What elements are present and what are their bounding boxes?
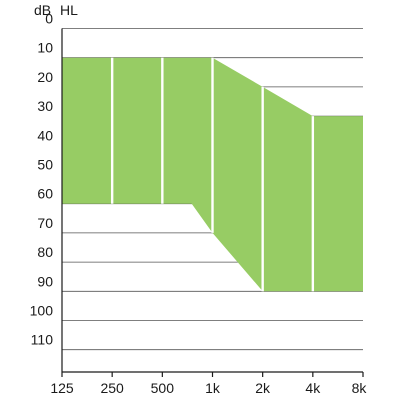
y-tick-label-20: 20	[37, 69, 53, 85]
frequency-separators	[110, 57, 315, 292]
x-tick-label-8k: 8k	[352, 380, 368, 396]
y-tick-label-50: 50	[37, 157, 53, 173]
y-tick-label-80: 80	[37, 244, 53, 260]
x-tick-label-1k: 1k	[205, 380, 221, 396]
x-tick-label-2k: 2k	[255, 380, 271, 396]
y-tick-label-70: 70	[37, 215, 53, 231]
y-tick-label-0: 0	[45, 11, 53, 27]
axes	[61, 28, 364, 377]
y-tick-label-10: 10	[37, 40, 53, 56]
x-tick-label-4k: 4k	[305, 380, 321, 396]
y-tick-label-40: 40	[37, 127, 53, 143]
x-tick-labels: 125 250 500 1k 2k 4k 8k	[50, 380, 367, 396]
y-tick-label-60: 60	[37, 186, 53, 202]
x-tick-label-500: 500	[151, 380, 175, 396]
y-tick-label-30: 30	[37, 98, 53, 114]
y-tick-label-90: 90	[37, 273, 53, 289]
y-axis-quantity-label: HL	[60, 2, 78, 18]
y-tick-labels: 0 10 20 30 40 50 60 70 80 90 100 110	[30, 11, 54, 348]
x-tick-label-125: 125	[50, 380, 74, 396]
y-tick-label-110: 110	[31, 332, 54, 348]
x-tick-label-250: 250	[100, 380, 124, 396]
y-tick-label-100: 100	[30, 303, 54, 319]
y-axis-unit-label: dB	[34, 2, 51, 18]
